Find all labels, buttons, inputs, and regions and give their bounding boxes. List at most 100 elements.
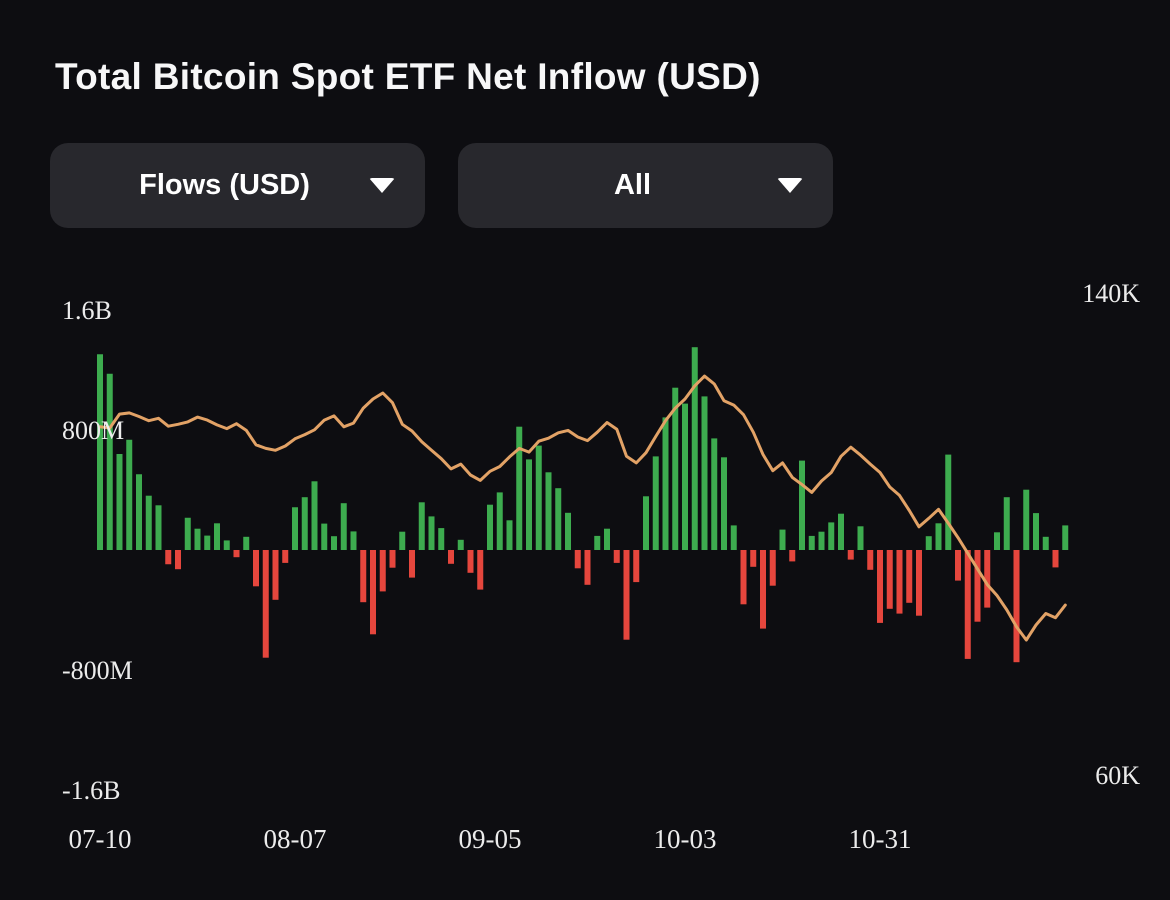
- inflow-bar[interactable]: [1003, 497, 1010, 550]
- outflow-bar[interactable]: [886, 550, 893, 609]
- outflow-bar[interactable]: [984, 550, 991, 608]
- inflow-bar[interactable]: [184, 517, 191, 550]
- outflow-bar[interactable]: [379, 550, 386, 592]
- outflow-bar[interactable]: [740, 550, 747, 605]
- inflow-bar[interactable]: [691, 347, 698, 550]
- inflow-bar[interactable]: [721, 457, 727, 550]
- outflow-bar[interactable]: [760, 550, 766, 629]
- inflow-bar[interactable]: [1023, 489, 1030, 550]
- outflow-bar[interactable]: [448, 550, 454, 564]
- inflow-bar[interactable]: [321, 523, 328, 550]
- netflow-chart-svg[interactable]: 1.6B 800M -800M -1.6B 140K 60K 07-10 08-07 09-05…: [0, 270, 1170, 870]
- outflow-bar[interactable]: [233, 550, 240, 558]
- inflow-bar[interactable]: [204, 535, 211, 550]
- inflow-bar[interactable]: [350, 531, 357, 550]
- outflow-bar[interactable]: [964, 550, 971, 659]
- outflow-bar[interactable]: [769, 550, 776, 586]
- inflow-bar[interactable]: [1062, 525, 1069, 550]
- inflow-bar[interactable]: [438, 528, 445, 550]
- inflow-bar[interactable]: [730, 525, 737, 550]
- outflow-bar[interactable]: [262, 550, 269, 658]
- inflow-bar[interactable]: [779, 529, 786, 550]
- outflow-bar[interactable]: [1052, 550, 1059, 568]
- outflow-bar[interactable]: [955, 550, 961, 581]
- inflow-bar[interactable]: [516, 426, 523, 550]
- inflow-bar[interactable]: [994, 532, 1000, 550]
- inflow-bar[interactable]: [604, 528, 610, 550]
- outflow-bar[interactable]: [847, 550, 854, 560]
- inflow-bar[interactable]: [428, 516, 435, 550]
- outflow-bar[interactable]: [574, 550, 581, 569]
- inflow-bar[interactable]: [643, 496, 649, 550]
- inflow-bar[interactable]: [1042, 536, 1049, 550]
- inflow-bar[interactable]: [311, 481, 318, 550]
- outflow-bar[interactable]: [272, 550, 279, 600]
- outflow-bar[interactable]: [613, 550, 620, 563]
- inflow-bar[interactable]: [243, 536, 250, 550]
- inflow-bar[interactable]: [682, 403, 688, 550]
- inflow-bar[interactable]: [496, 492, 503, 550]
- inflow-bar[interactable]: [565, 512, 571, 550]
- inflow-bar[interactable]: [331, 536, 337, 550]
- inflow-bar[interactable]: [662, 417, 669, 550]
- inflow-bar[interactable]: [935, 523, 942, 550]
- outflow-bar[interactable]: [633, 550, 640, 583]
- inflow-bar[interactable]: [506, 520, 513, 550]
- inflow-bar[interactable]: [594, 535, 601, 550]
- inflow-bar[interactable]: [526, 459, 532, 550]
- inflow-bar[interactable]: [116, 454, 123, 550]
- inflow-bar[interactable]: [223, 540, 230, 550]
- inflow-bar[interactable]: [945, 454, 952, 550]
- outflow-bar[interactable]: [623, 550, 630, 640]
- outflow-bar[interactable]: [916, 550, 922, 616]
- inflow-bar[interactable]: [711, 438, 718, 550]
- inflow-bar[interactable]: [145, 495, 152, 550]
- inflow-bar[interactable]: [1033, 513, 1039, 550]
- inflow-bar[interactable]: [418, 502, 425, 550]
- inflow-bar[interactable]: [399, 531, 406, 550]
- outflow-bar[interactable]: [906, 550, 913, 603]
- inflow-bar[interactable]: [838, 513, 844, 550]
- outflow-bar[interactable]: [896, 550, 903, 614]
- inflow-bar[interactable]: [857, 526, 864, 550]
- inflow-bar[interactable]: [194, 528, 201, 550]
- inflow-bar[interactable]: [155, 505, 162, 550]
- inflow-bar[interactable]: [126, 439, 133, 550]
- inflow-bar[interactable]: [106, 373, 113, 550]
- outflow-bar[interactable]: [789, 550, 796, 562]
- inflow-bar[interactable]: [545, 472, 552, 550]
- inflow-bar[interactable]: [672, 387, 679, 550]
- outflow-bar[interactable]: [750, 550, 757, 567]
- inflow-bar[interactable]: [340, 503, 347, 550]
- outflow-bar[interactable]: [165, 550, 172, 565]
- inflow-bar[interactable]: [214, 523, 220, 550]
- inflow-bar[interactable]: [487, 504, 493, 550]
- outflow-bar[interactable]: [370, 550, 376, 635]
- outflow-bar[interactable]: [867, 550, 874, 570]
- outflow-bar[interactable]: [877, 550, 883, 623]
- outflow-bar[interactable]: [282, 550, 289, 563]
- outflow-bar[interactable]: [974, 550, 981, 622]
- outflow-bar[interactable]: [409, 550, 415, 578]
- inflow-bar[interactable]: [457, 539, 464, 550]
- outflow-bar[interactable]: [477, 550, 484, 590]
- outflow-bar[interactable]: [584, 550, 591, 585]
- inflow-bar[interactable]: [292, 507, 298, 550]
- outflow-bar[interactable]: [1013, 550, 1020, 663]
- outflow-bar[interactable]: [360, 550, 367, 603]
- range-dropdown[interactable]: All: [458, 143, 833, 228]
- inflow-bar[interactable]: [555, 488, 562, 550]
- inflow-bar[interactable]: [136, 474, 142, 550]
- inflow-bar[interactable]: [535, 445, 542, 550]
- metric-dropdown[interactable]: Flows (USD): [50, 143, 425, 228]
- outflow-bar[interactable]: [389, 550, 396, 568]
- inflow-bar[interactable]: [818, 531, 825, 550]
- inflow-bar[interactable]: [301, 497, 308, 550]
- inflow-bar[interactable]: [652, 456, 659, 550]
- inflow-bar[interactable]: [701, 396, 708, 550]
- inflow-bar[interactable]: [925, 536, 932, 550]
- outflow-bar[interactable]: [175, 550, 181, 570]
- outflow-bar[interactable]: [253, 550, 259, 587]
- inflow-bar[interactable]: [97, 354, 103, 550]
- inflow-bar[interactable]: [808, 535, 815, 550]
